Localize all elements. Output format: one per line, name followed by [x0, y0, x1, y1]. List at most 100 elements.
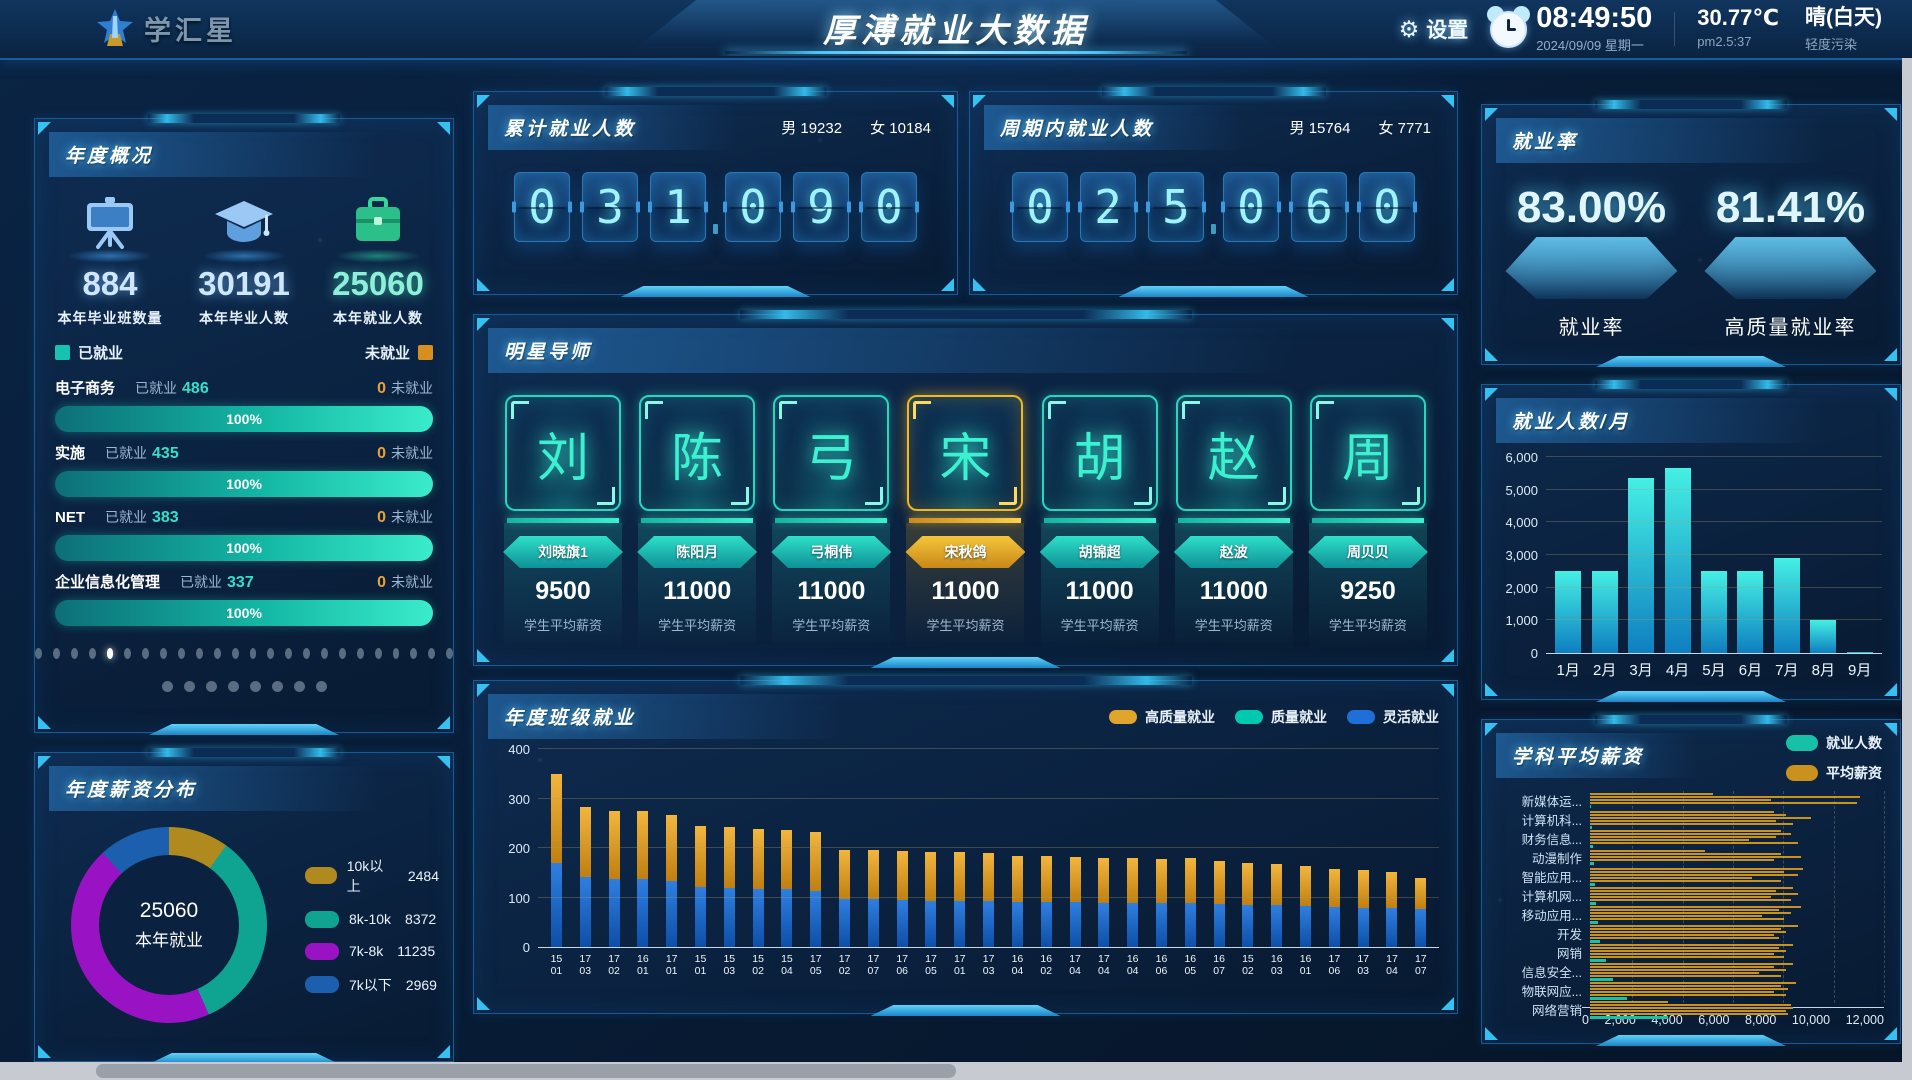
class-bar-column[interactable]: [1089, 749, 1118, 947]
mentor-card-selected[interactable]: 宋 宋秋鸽 11000 学生平均薪资: [905, 395, 1026, 648]
subject-row[interactable]: 智能应用...: [1496, 867, 1884, 886]
vertical-scrollbar[interactable]: [1902, 58, 1912, 1062]
month-bar-column[interactable]: [1623, 457, 1659, 653]
pagination-dot[interactable]: [178, 648, 185, 659]
month-bar-column[interactable]: [1805, 457, 1841, 653]
subject-row[interactable]: 网销: [1496, 943, 1884, 962]
chart-legend-item[interactable]: 质量就业: [1235, 707, 1327, 727]
pagination-dot[interactable]: [293, 681, 305, 692]
mentor-card[interactable]: 胡 胡锦超 11000 学生平均薪资: [1039, 395, 1160, 648]
class-bar-column[interactable]: [888, 749, 917, 947]
month-bar-column[interactable]: [1696, 457, 1732, 653]
pagination-dot[interactable]: [161, 681, 173, 692]
class-bar-column[interactable]: [1003, 749, 1032, 947]
class-bar-column[interactable]: [571, 749, 600, 947]
pagination-dot[interactable]: [249, 681, 261, 692]
chart-legend-item[interactable]: 灵活就业: [1347, 707, 1439, 727]
class-bar-column[interactable]: [744, 749, 773, 947]
settings-button[interactable]: ⚙ 设置: [1399, 14, 1469, 44]
subject-row[interactable]: 网络营销: [1496, 1000, 1884, 1019]
donut-legend-item[interactable]: 7k以下 2969: [305, 975, 439, 995]
month-bar-column[interactable]: [1659, 457, 1695, 653]
pagination-dot[interactable]: [315, 681, 327, 692]
mentor-card[interactable]: 陈 陈阳月 11000 学生平均薪资: [637, 395, 758, 648]
month-bar-column[interactable]: [1732, 457, 1768, 653]
pagination-dot[interactable]: [205, 681, 217, 692]
subject-row[interactable]: 移动应用...: [1496, 905, 1884, 924]
pagination-dot[interactable]: [124, 648, 132, 659]
class-bar-column[interactable]: [917, 749, 946, 947]
pagination-dot[interactable]: [446, 648, 453, 659]
pagination-dot[interactable]: [227, 681, 239, 692]
pagination-dot[interactable]: [428, 648, 436, 659]
chart-legend-item[interactable]: 高质量就业: [1109, 707, 1215, 727]
pagination-dot[interactable]: [213, 648, 221, 659]
horizontal-scrollbar[interactable]: [0, 1062, 1912, 1080]
class-bar-column[interactable]: [1378, 749, 1407, 947]
chart-legend-item[interactable]: 就业人数: [1786, 733, 1882, 753]
class-bar-column[interactable]: [600, 749, 629, 947]
legend-employed[interactable]: 已就业: [55, 342, 123, 363]
pagination-dot[interactable]: [183, 681, 195, 692]
class-bar-column[interactable]: [1118, 749, 1147, 947]
class-bar-column[interactable]: [801, 749, 830, 947]
class-bar-column[interactable]: [657, 749, 686, 947]
month-bar-column[interactable]: [1550, 457, 1586, 653]
class-bar-column[interactable]: [1061, 749, 1090, 947]
mentor-card[interactable]: 周 周贝贝 9250 学生平均薪资: [1307, 395, 1428, 648]
month-bar-column[interactable]: [1842, 457, 1878, 653]
class-bar-column[interactable]: [1205, 749, 1234, 947]
pagination-dot[interactable]: [249, 648, 257, 659]
subject-row[interactable]: 计算机网...: [1496, 886, 1884, 905]
class-bar-column[interactable]: [830, 749, 859, 947]
class-bar-column[interactable]: [773, 749, 802, 947]
class-bar-column[interactable]: [1291, 749, 1320, 947]
pagination-dot[interactable]: [374, 648, 382, 659]
class-bar-column[interactable]: [1176, 749, 1205, 947]
pagination-dot[interactable]: [35, 648, 42, 659]
pagination-dot[interactable]: [271, 681, 283, 692]
mentor-card[interactable]: 弓 弓桐伟 11000 学生平均薪资: [771, 395, 892, 648]
class-bar-column[interactable]: [945, 749, 974, 947]
class-bar-column[interactable]: [1406, 749, 1435, 947]
class-bar-column[interactable]: [715, 749, 744, 947]
scrollbar-thumb[interactable]: [96, 1064, 956, 1078]
subject-row[interactable]: 新媒体运...: [1496, 791, 1884, 810]
pagination-dot[interactable]: [356, 648, 364, 659]
pagination-dot[interactable]: [52, 648, 60, 659]
subject-row[interactable]: 物联网应...: [1496, 981, 1884, 1000]
class-bar-column[interactable]: [859, 749, 888, 947]
pagination-dot[interactable]: [70, 648, 78, 659]
pagination-dot[interactable]: [106, 648, 114, 659]
pagination-dot[interactable]: [392, 648, 400, 659]
class-bar-column[interactable]: [1349, 749, 1378, 947]
month-bar-column[interactable]: [1586, 457, 1622, 653]
class-bar-column[interactable]: [628, 749, 657, 947]
subject-row[interactable]: 计算机科...: [1496, 810, 1884, 829]
mentor-card[interactable]: 赵 赵波 11000 学生平均薪资: [1173, 395, 1294, 648]
subject-row[interactable]: 财务信息...: [1496, 829, 1884, 848]
pagination-dot[interactable]: [142, 648, 150, 659]
class-bar-column[interactable]: [974, 749, 1003, 947]
donut-legend-item[interactable]: 7k-8k 11235: [305, 942, 439, 960]
donut-legend-item[interactable]: 10k以上 2484: [305, 856, 439, 896]
pagination-dot[interactable]: [231, 648, 239, 659]
pagination-dot[interactable]: [267, 648, 275, 659]
class-bar-column[interactable]: [1032, 749, 1061, 947]
pagination-dot[interactable]: [160, 648, 167, 659]
class-bar-column[interactable]: [542, 749, 571, 947]
pagination-dot[interactable]: [88, 648, 96, 659]
pagination-dot[interactable]: [410, 648, 418, 659]
donut-legend-item[interactable]: 8k-10k 8372: [305, 910, 439, 928]
subject-row[interactable]: 信息安全...: [1496, 962, 1884, 981]
class-bar-column[interactable]: [1320, 749, 1349, 947]
subject-row[interactable]: 动漫制作: [1496, 848, 1884, 867]
pagination-dot[interactable]: [195, 648, 203, 659]
month-bar-column[interactable]: [1769, 457, 1805, 653]
mentor-card[interactable]: 刘 刘晓旗1 9500 学生平均薪资: [503, 395, 623, 648]
pagination-dot[interactable]: [338, 648, 346, 659]
pagination-dot[interactable]: [321, 648, 328, 659]
class-bar-column[interactable]: [1262, 749, 1291, 947]
class-bar-column[interactable]: [1234, 749, 1263, 947]
legend-unemployed[interactable]: 未就业: [365, 342, 433, 363]
